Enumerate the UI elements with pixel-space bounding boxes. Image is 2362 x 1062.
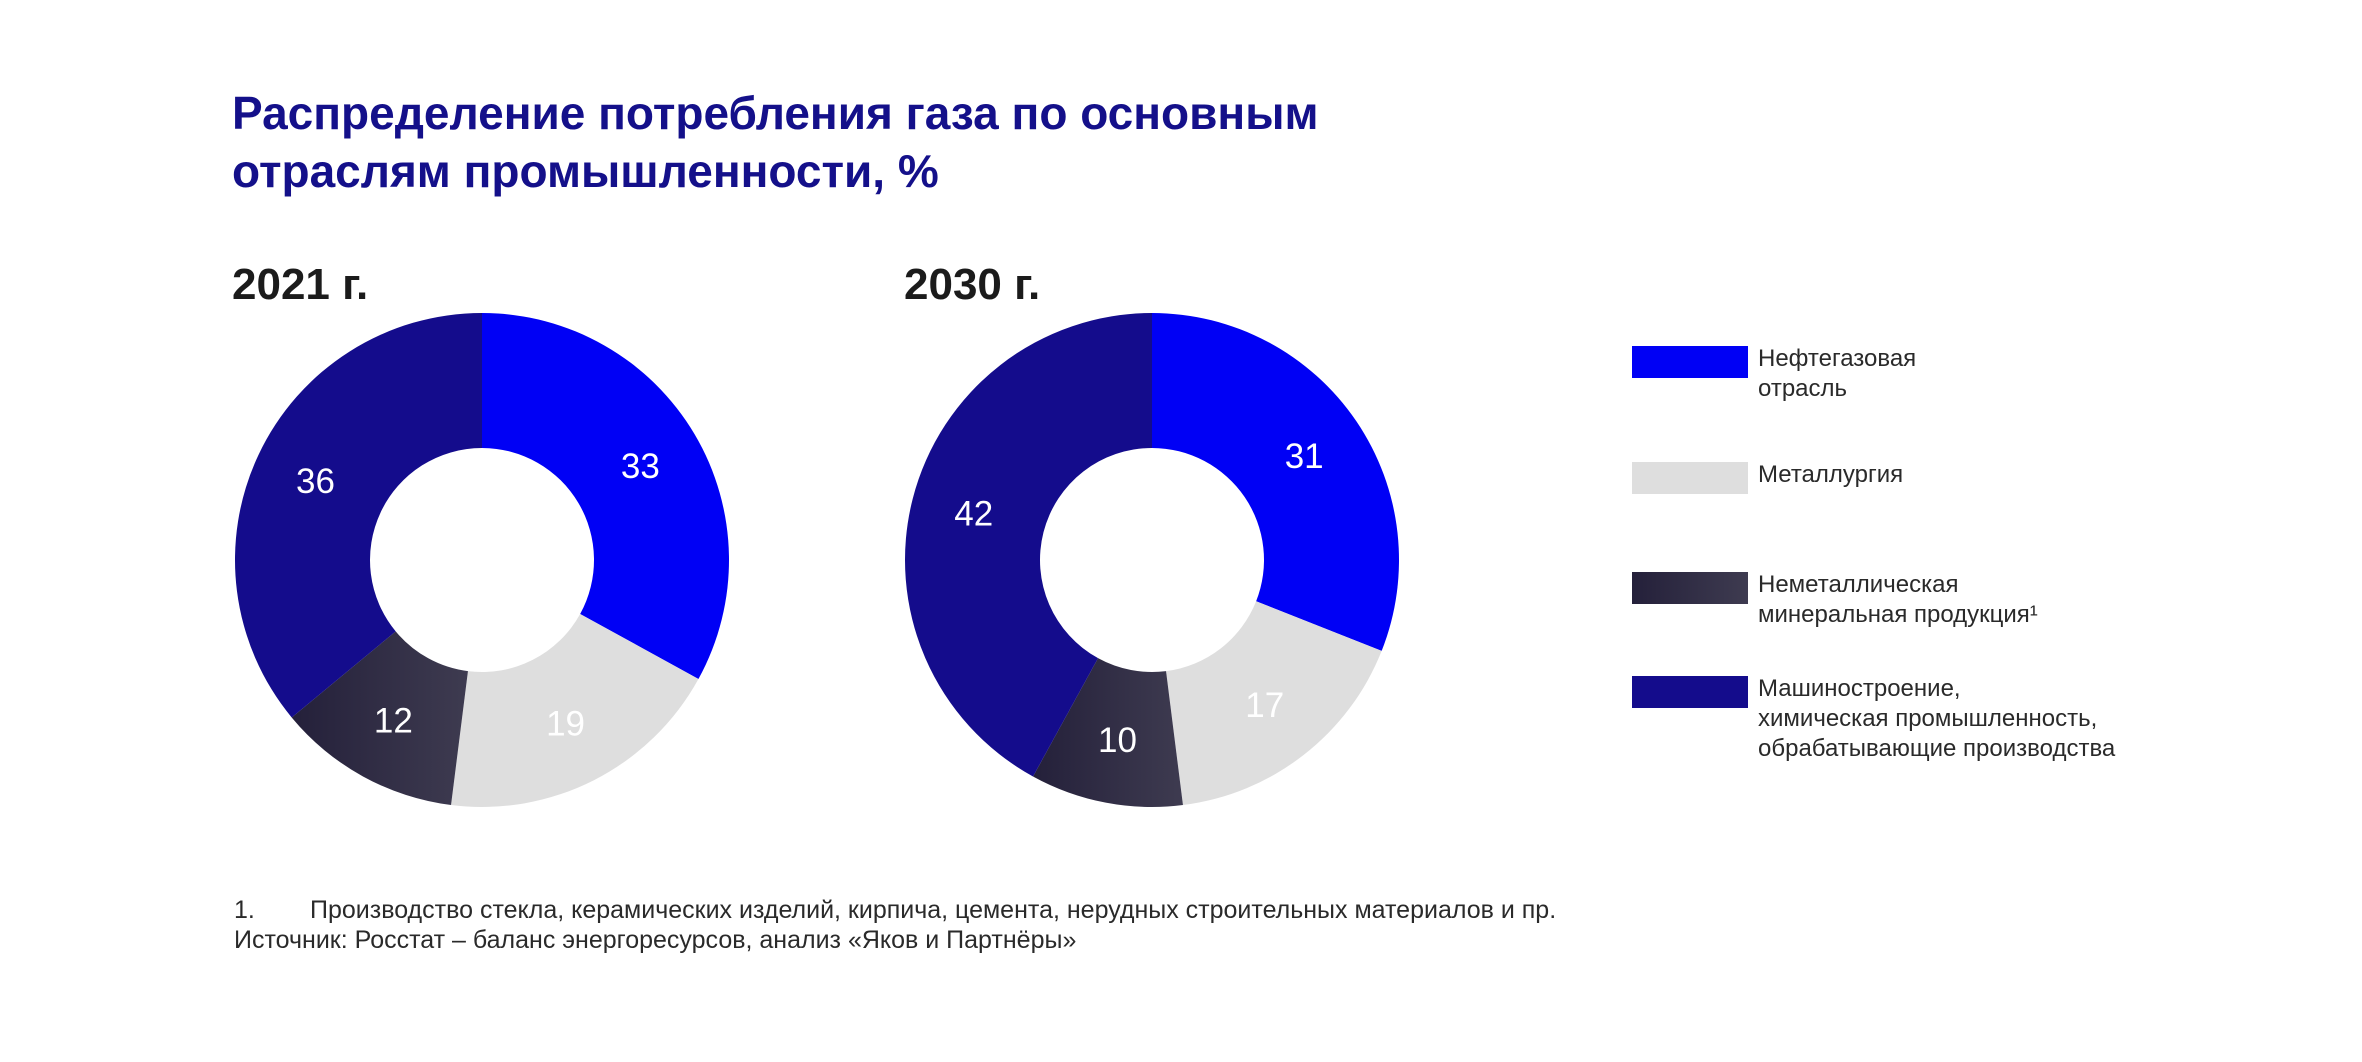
slice-machinery [905,313,1152,777]
source-note: Источник: Росстат – баланс энергоресурсо… [234,926,1077,954]
slice-oil-gas [482,313,729,679]
slice-nonmetallic [291,631,468,806]
slice-label-metallurgy: 19 [546,704,585,743]
legend-swatch-nonmetallic [1632,572,1748,604]
legend-label-machinery: Машиностроение, химическая промышленност… [1758,675,2116,762]
chart-2021-title: 2021 г. [232,260,369,309]
legend-label-metallurgy: Металлургия [1758,461,1904,488]
donut-chart-2021: 33 19 12 36 [235,313,729,807]
slice-label-nonmetallic: 10 [1098,721,1137,760]
legend-swatch-oil-gas [1632,346,1748,378]
legend-swatch-metallurgy [1632,462,1748,494]
slice-oil-gas [1152,313,1399,651]
chart-2030-title: 2030 г. [904,260,1041,309]
legend-label-nonmetallic: Неметаллическая минеральная продукция¹ [1758,571,2038,628]
legend-swatch-machinery [1632,676,1748,708]
legend-label-oil-gas: Нефтегазовая отрасль [1758,345,1917,402]
slice-metallurgy [1166,601,1382,806]
slice-label-metallurgy: 17 [1245,686,1284,725]
chart-title: Распределение потребления газа по основн… [232,87,1319,197]
slice-nonmetallic [1033,658,1183,807]
slice-machinery [235,313,482,718]
footnote: 1. Производство стекла, керамических изде… [234,896,1556,925]
donut-chart-2030: 31 17 10 42 [905,313,1399,807]
slice-label-oil-gas: 33 [621,447,660,486]
slice-label-oil-gas: 31 [1285,437,1324,476]
slice-label-machinery: 36 [296,462,335,501]
footnote-number: 1. [234,896,255,924]
slice-metallurgy [451,613,699,807]
slice-label-machinery: 42 [954,495,993,534]
slice-label-nonmetallic: 12 [374,702,413,741]
footnote-text: Производство стекла, керамических издели… [310,896,1557,924]
